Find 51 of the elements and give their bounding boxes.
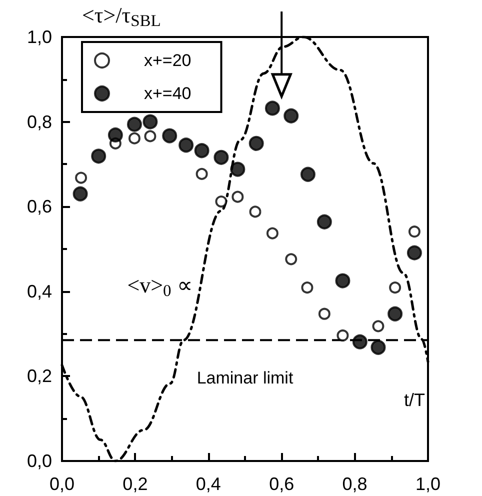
point bbox=[72, 186, 88, 202]
point bbox=[144, 130, 156, 142]
point bbox=[178, 138, 194, 153]
point bbox=[372, 320, 384, 332]
legend-label: x+=20 bbox=[144, 51, 192, 70]
point bbox=[389, 282, 402, 294]
y-tick-label: 0,0 bbox=[26, 451, 52, 471]
point bbox=[318, 308, 330, 320]
point bbox=[126, 116, 142, 132]
legend-label: x+=40 bbox=[144, 84, 192, 103]
point bbox=[264, 100, 280, 116]
x-tick-label: 0,8 bbox=[342, 474, 368, 494]
point bbox=[232, 190, 244, 203]
x-tick-label: 0,6 bbox=[269, 474, 294, 494]
point bbox=[91, 148, 106, 164]
point bbox=[248, 136, 264, 151]
y-tick-label: 0,8 bbox=[26, 112, 52, 132]
point bbox=[406, 245, 422, 260]
y-tick-label: 1,0 bbox=[26, 27, 52, 47]
ref-line-label: Laminar limit bbox=[196, 368, 294, 388]
point bbox=[75, 172, 88, 184]
y-tick-label: 0,6 bbox=[26, 196, 52, 217]
point bbox=[266, 227, 278, 240]
point bbox=[336, 330, 349, 342]
point bbox=[142, 114, 158, 130]
point bbox=[370, 340, 386, 355]
x-tick-label: 0,2 bbox=[122, 474, 148, 494]
point bbox=[352, 334, 368, 350]
point bbox=[128, 132, 140, 144]
point bbox=[300, 166, 316, 182]
point bbox=[249, 206, 262, 218]
point bbox=[301, 282, 314, 294]
y-tick-label: 0,4 bbox=[26, 281, 52, 302]
x-tick-label: 1,0 bbox=[415, 474, 441, 494]
point bbox=[284, 108, 299, 124]
x-tick-label: 0,0 bbox=[49, 474, 75, 494]
point bbox=[215, 196, 228, 208]
x-tick-label: 0,4 bbox=[196, 474, 221, 494]
point bbox=[108, 127, 123, 142]
point bbox=[162, 128, 178, 144]
point bbox=[230, 162, 246, 177]
point bbox=[388, 306, 403, 322]
point bbox=[408, 226, 420, 238]
point bbox=[335, 273, 350, 288]
point bbox=[316, 214, 332, 230]
y-tick-label: 0,2 bbox=[26, 366, 52, 386]
x-axis-title: t/T bbox=[404, 390, 425, 410]
point bbox=[285, 253, 298, 266]
point bbox=[194, 143, 210, 158]
point bbox=[214, 150, 229, 165]
point bbox=[196, 168, 208, 180]
